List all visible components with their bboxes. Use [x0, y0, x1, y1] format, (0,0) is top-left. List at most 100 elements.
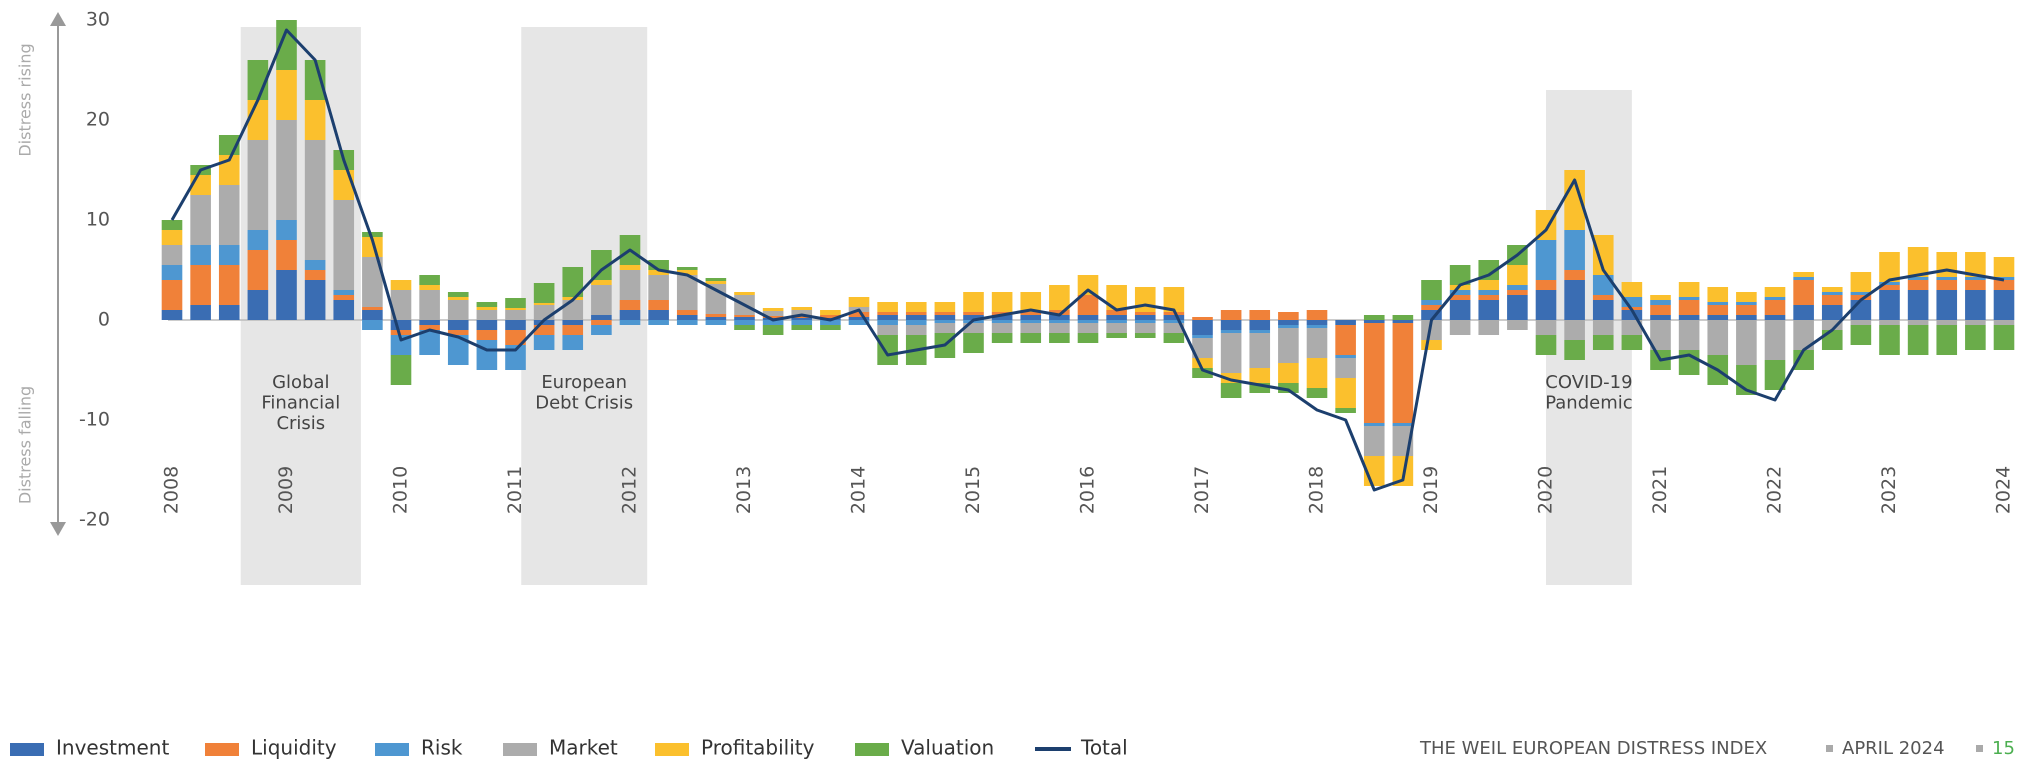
bar-segment — [390, 320, 412, 330]
bar-segment — [1764, 287, 1786, 297]
bar-segment — [1449, 290, 1471, 295]
bar-segment — [1793, 320, 1814, 350]
legend-label: Valuation — [901, 736, 994, 760]
bar-segment — [1965, 290, 1986, 320]
bar-segment — [1220, 320, 1242, 330]
bar-segment — [705, 320, 727, 325]
bar-segment — [362, 237, 383, 257]
bar-segment — [1077, 320, 1099, 323]
bar-segment — [1965, 320, 1986, 325]
bar-segment — [963, 315, 984, 320]
bar-segment — [190, 265, 211, 305]
bar-segment — [619, 300, 641, 310]
bar-segment — [276, 20, 297, 70]
bar-segment — [1650, 300, 1671, 305]
bar-segment — [218, 185, 240, 245]
bar-segment — [1421, 280, 1442, 300]
bar-segment — [1707, 320, 1729, 355]
bar-segment — [1707, 315, 1729, 320]
bar-segment — [562, 320, 584, 325]
bar-segment — [1879, 325, 1900, 355]
bar-segment — [304, 60, 326, 100]
bar-segment — [1363, 423, 1385, 426]
bar-segment — [762, 308, 784, 311]
bar-segment — [1134, 315, 1156, 320]
bar-segment — [877, 312, 898, 315]
x-tick-label: 2015 — [962, 466, 984, 514]
y-tick-label: 30 — [86, 9, 110, 31]
bar-segment — [362, 307, 383, 310]
bar-segment — [791, 320, 813, 325]
bar-segment — [1564, 230, 1585, 270]
bar-segment — [1134, 312, 1156, 315]
bar-segment — [276, 270, 297, 320]
bar-segment — [476, 320, 498, 330]
bar-segment — [848, 320, 870, 325]
bar-segment — [1192, 358, 1213, 368]
x-tick-label: 2016 — [1077, 466, 1099, 514]
bar-segment — [1564, 270, 1585, 280]
legend-label: Profitability — [701, 736, 815, 760]
legend-label: Liquidity — [251, 736, 337, 760]
bar-segment — [1650, 320, 1671, 350]
bar-segment — [1335, 355, 1356, 358]
bar-segment — [1163, 320, 1185, 323]
bar-segment — [1163, 315, 1185, 320]
bar-segment — [734, 315, 755, 317]
bar-segment — [190, 305, 211, 320]
bar-segment — [190, 245, 211, 265]
bar-segment — [905, 302, 927, 312]
bar-segment — [1535, 335, 1557, 355]
bar-segment — [791, 325, 813, 330]
bar-segment — [1134, 323, 1156, 333]
bar-segment — [1592, 335, 1614, 350]
bar-segment — [877, 302, 898, 312]
bar-segment — [1764, 315, 1786, 320]
bar-segment — [218, 245, 240, 265]
bar-segment — [648, 275, 669, 300]
footer-title: THE WEIL EUROPEAN DISTRESS INDEX — [1419, 738, 1767, 759]
bar-segment — [820, 310, 841, 315]
bar-segment — [304, 140, 326, 260]
bar-segment — [562, 267, 584, 297]
bar-segment — [1678, 300, 1700, 315]
bar-segment — [934, 323, 956, 333]
bar-segment — [591, 325, 612, 335]
bar-segment — [1335, 378, 1356, 408]
bar-segment — [476, 302, 498, 307]
bar-segment — [1077, 275, 1099, 295]
bar-segment — [1907, 277, 1929, 280]
bar-segment — [533, 305, 555, 320]
bar-segment — [333, 300, 355, 320]
bar-segment — [276, 220, 297, 240]
bar-segment — [1793, 305, 1814, 320]
bar-segment — [1421, 340, 1442, 350]
bar-segment — [1278, 383, 1299, 393]
bar-segment — [1106, 315, 1127, 320]
bar-segment — [447, 320, 469, 330]
bar-segment — [762, 316, 784, 318]
bar-segment — [934, 302, 956, 312]
bar-segment — [1363, 426, 1385, 456]
bar-segment — [1249, 310, 1271, 320]
bar-segment — [1507, 290, 1528, 295]
bar-segment — [562, 300, 584, 320]
bar-segment — [1192, 317, 1213, 320]
bar-segment — [905, 320, 927, 325]
bar-segment — [218, 265, 240, 305]
bar-segment — [648, 310, 669, 320]
bar-segment — [1363, 320, 1385, 323]
bar-segment — [1163, 333, 1185, 343]
x-tick-label: 2023 — [1878, 466, 1900, 514]
bar-segment — [734, 317, 755, 320]
bar-segment — [991, 320, 1013, 323]
bar-segment — [905, 315, 927, 320]
bar-segment — [1220, 333, 1242, 373]
bar-segment — [1650, 295, 1671, 300]
bar-segment — [533, 325, 555, 335]
bar-segment — [1392, 320, 1414, 323]
bar-segment — [676, 267, 698, 270]
bar-segment — [333, 170, 355, 200]
bar-segment — [1535, 280, 1557, 290]
